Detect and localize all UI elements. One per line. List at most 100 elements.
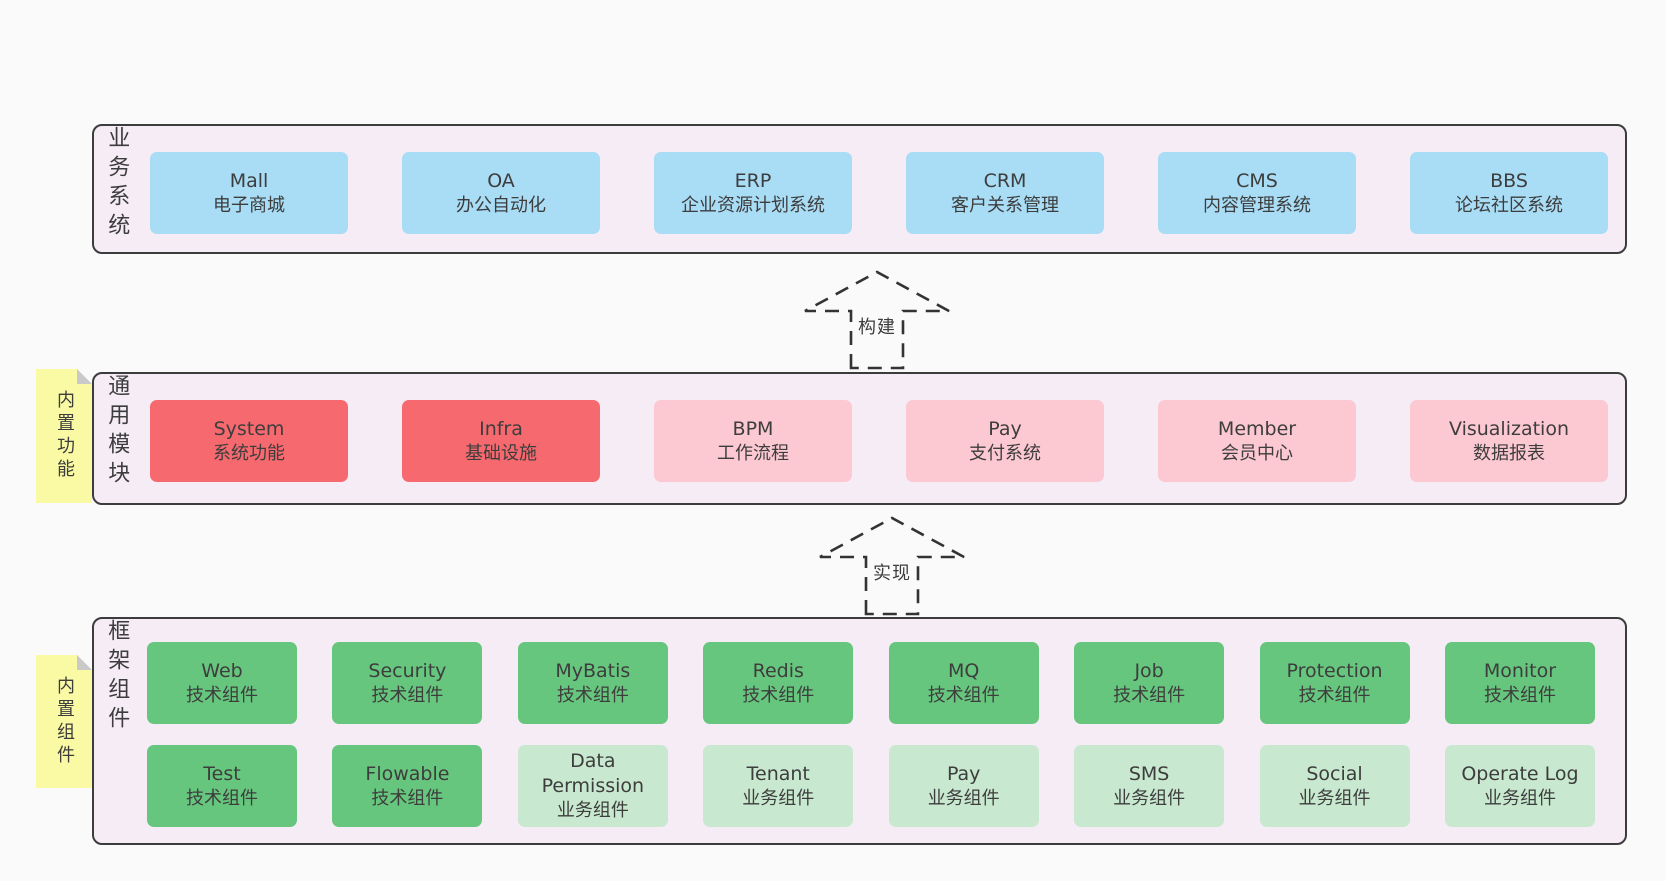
build-arrow: 构建 [799, 268, 955, 372]
box-title: BBS [1490, 169, 1528, 192]
box-test: Test 技术组件 [147, 745, 297, 827]
box-subtitle: 工作流程 [717, 442, 789, 464]
box-subtitle: 业务组件 [742, 787, 815, 809]
box-subtitle: 业务组件 [1298, 787, 1371, 809]
box-job: Job 技术组件 [1074, 642, 1225, 724]
box-title: Protection [1286, 659, 1383, 682]
box-subtitle: 技术组件 [1298, 684, 1371, 706]
box-title: Pay [988, 417, 1022, 440]
band-common-modules: 通用模块 System 系统功能 Infra 基础设施 BPM 工作流程 Pay… [92, 372, 1627, 505]
box-title: Tenant [746, 762, 810, 785]
box-web: Web 技术组件 [147, 642, 297, 724]
arrow-label: 构建 [854, 312, 900, 340]
implement-arrow: 实现 [814, 514, 970, 618]
box-bbs: BBS 论坛社区系统 [1410, 152, 1608, 234]
band-label: 业务系统 [104, 126, 130, 242]
box-title: ERP [734, 169, 772, 192]
box-member: Member 会员中心 [1158, 400, 1356, 482]
box-bpm: BPM 工作流程 [654, 400, 852, 482]
box-title: Test [203, 762, 241, 785]
note-built-in-features: 内置功能 [36, 369, 92, 503]
box-title: Redis [752, 659, 804, 682]
box-subtitle: 会员中心 [1221, 442, 1293, 464]
band-label: 通用模块 [104, 374, 130, 490]
box-title: Social [1306, 762, 1363, 785]
business-systems-row: Mall 电子商城 OA 办公自动化 ERP 企业资源计划系统 CRM 客户关系… [150, 152, 1608, 234]
framework-components-row-1: Web 技术组件 Security 技术组件 MyBatis 技术组件 Redi… [147, 642, 1595, 724]
box-title: Mall [229, 169, 269, 192]
box-title: SMS [1128, 762, 1170, 785]
box-subtitle: 基础设施 [465, 442, 537, 464]
box-protection: Protection 技术组件 [1259, 642, 1410, 724]
box-infra: Infra 基础设施 [402, 400, 600, 482]
box-mybatis: MyBatis 技术组件 [517, 642, 668, 724]
box-subtitle: 技术组件 [1113, 684, 1186, 706]
box-data-permission: Data Permission 业务组件 [517, 745, 668, 827]
note-text: 内置组件 [54, 675, 75, 768]
box-subtitle: 系统功能 [213, 442, 285, 464]
box-title: MyBatis [555, 659, 631, 682]
box-erp: ERP 企业资源计划系统 [654, 152, 852, 234]
box-title: Visualization [1448, 417, 1569, 440]
note-text: 内置功能 [54, 390, 75, 482]
box-subtitle: 业务组件 [927, 787, 1000, 809]
box-title: System [213, 417, 285, 440]
box-subtitle: 技术组件 [186, 684, 258, 706]
box-redis: Redis 技术组件 [703, 642, 854, 724]
box-mall: Mall 电子商城 [150, 152, 348, 234]
box-monitor: Monitor 技术组件 [1444, 642, 1595, 724]
box-subtitle: 业务组件 [1483, 787, 1556, 809]
box-subtitle: 企业资源计划系统 [681, 194, 825, 216]
framework-components-row-2: Test 技术组件 Flowable 技术组件 Data Permission … [147, 745, 1595, 827]
box-subtitle: 数据报表 [1473, 442, 1545, 464]
box-title: CRM [983, 169, 1027, 192]
box-title: Data Permission [541, 750, 645, 798]
box-subtitle: 支付系统 [969, 442, 1041, 464]
box-title: Pay [946, 762, 981, 785]
box-title: OA [487, 169, 515, 192]
box-subtitle: 技术组件 [927, 684, 1000, 706]
box-flowable: Flowable 技术组件 [332, 745, 483, 827]
band-business-systems: 业务系统 Mall 电子商城 OA 办公自动化 ERP 企业资源计划系统 CRM… [92, 124, 1627, 254]
box-subtitle: 客户关系管理 [951, 194, 1059, 216]
box-crm: CRM 客户关系管理 [906, 152, 1104, 234]
box-operate-log: Operate Log 业务组件 [1444, 745, 1595, 827]
box-oa: OA 办公自动化 [402, 152, 600, 234]
box-title: Member [1217, 417, 1297, 440]
common-modules-row: System 系统功能 Infra 基础设施 BPM 工作流程 Pay 支付系统… [150, 400, 1608, 482]
box-title: Monitor [1483, 659, 1557, 682]
box-tenant: Tenant 业务组件 [703, 745, 854, 827]
arrow-label: 实现 [869, 558, 915, 586]
box-title: Operate Log [1461, 762, 1579, 785]
box-title: BPM [732, 417, 774, 440]
box-subtitle: 技术组件 [186, 787, 258, 809]
box-subtitle: 电子商城 [213, 194, 285, 216]
box-subtitle: 业务组件 [1113, 787, 1186, 809]
box-subtitle: 技术组件 [1483, 684, 1556, 706]
band-framework-components: 框架组件 Web 技术组件 Security 技术组件 MyBatis 技术组件… [92, 617, 1627, 845]
box-security: Security 技术组件 [332, 642, 483, 724]
band-label: 框架组件 [104, 619, 130, 735]
box-sms: SMS 业务组件 [1074, 745, 1225, 827]
box-title: Infra [479, 417, 523, 440]
note-built-in-components: 内置组件 [36, 655, 92, 788]
box-subtitle: 技术组件 [742, 684, 815, 706]
box-subtitle: 技术组件 [556, 684, 629, 706]
box-visualization: Visualization 数据报表 [1410, 400, 1608, 482]
folded-corner-icon [77, 369, 92, 384]
box-title: MQ [948, 659, 980, 682]
box-subtitle: 内容管理系统 [1203, 194, 1311, 216]
box-pay-component: Pay 业务组件 [888, 745, 1039, 827]
box-title: CMS [1236, 169, 1278, 192]
box-system: System 系统功能 [150, 400, 348, 482]
box-title: Security [368, 659, 447, 682]
box-pay-module: Pay 支付系统 [906, 400, 1104, 482]
box-title: Job [1134, 659, 1164, 682]
box-subtitle: 论坛社区系统 [1455, 194, 1563, 216]
box-social: Social 业务组件 [1259, 745, 1410, 827]
box-subtitle: 技术组件 [371, 787, 444, 809]
box-subtitle: 业务组件 [556, 800, 629, 822]
box-title: Flowable [365, 762, 450, 785]
folded-corner-icon [77, 655, 92, 670]
